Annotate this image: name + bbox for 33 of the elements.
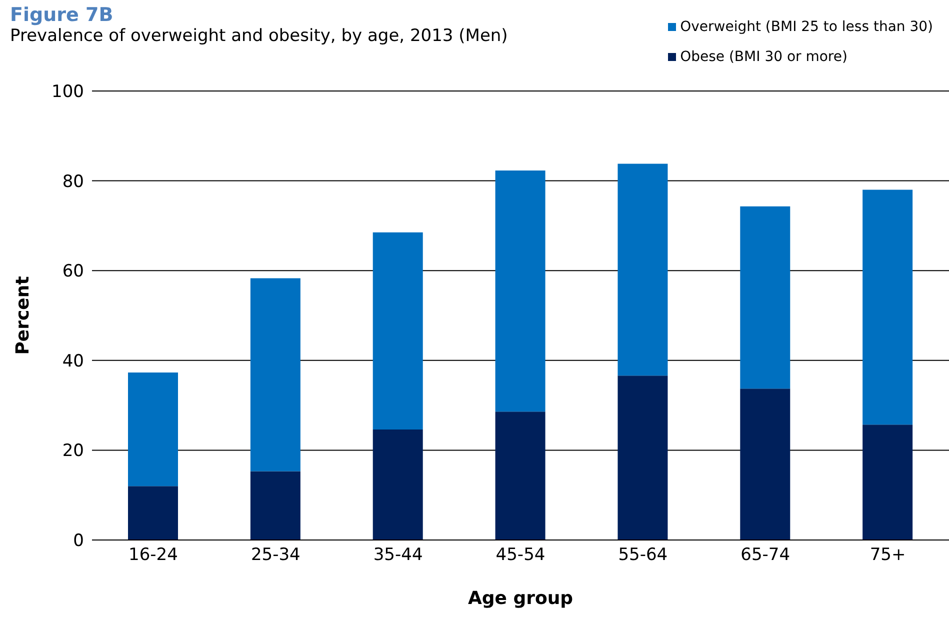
bar [740,206,790,389]
x-tick-label: 16-24 [128,545,178,566]
y-tick-label: 100 [52,82,84,102]
bar [128,486,178,540]
chart-title: Figure 7B [10,4,114,26]
bar [250,471,300,540]
bar [250,278,300,472]
y-axis-title: Percent [12,276,34,355]
bar [862,190,913,425]
x-tick-label: 75+ [870,545,906,566]
bar [862,424,913,540]
x-tick-label: 35-44 [373,545,423,566]
y-tick-label: 60 [62,262,84,282]
legend-label: Overweight (BMI 25 to less than 30) [680,18,933,37]
y-tick-label: 20 [62,441,84,462]
x-tick-label: 45-54 [496,545,546,566]
legend-label: Obese (BMI 30 or more) [680,48,848,67]
chart-subtitle: Prevalence of overweight and obesity, by age, 2013 (Men) [10,26,508,46]
bar [618,164,668,376]
bar [618,376,668,540]
bar [495,412,546,540]
bar [495,170,546,412]
bar [372,430,423,540]
bar [128,372,178,486]
y-tick-label: 0 [73,531,84,552]
y-tick-label: 80 [62,172,84,192]
x-tick-label: 55-64 [618,545,668,566]
x-axis-title: Age group [468,588,574,609]
x-tick-label: 25-34 [250,545,300,566]
bar [372,232,423,430]
x-tick-label: 65-74 [740,545,790,566]
y-tick-label: 40 [62,351,84,372]
bar [740,388,790,540]
